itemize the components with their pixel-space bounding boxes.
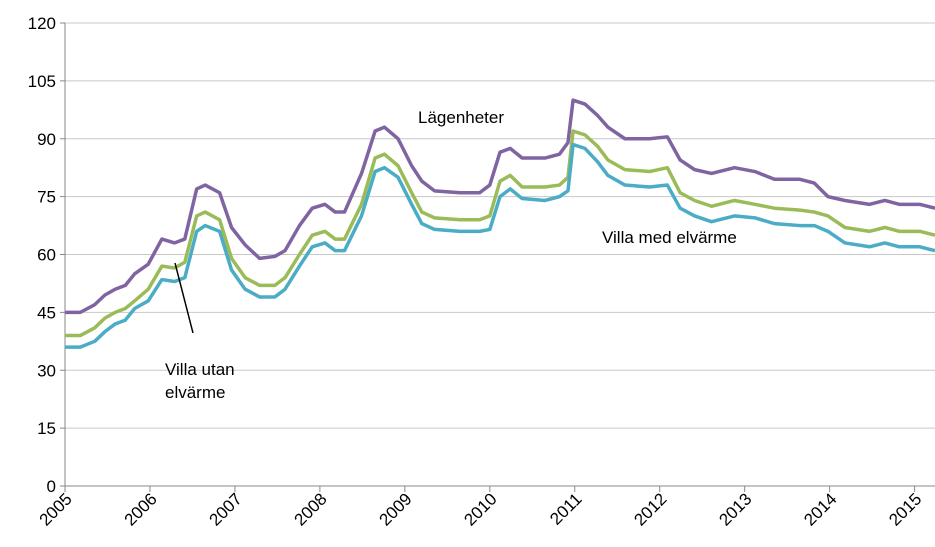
y-tick-label: 60 <box>37 246 56 265</box>
x-tick-label: 2015 <box>885 489 925 529</box>
x-tick-label: 2008 <box>291 489 331 529</box>
y-tick-label: 0 <box>47 477 56 496</box>
x-tick-label: 2011 <box>546 489 585 528</box>
x-tick-label: 2014 <box>800 489 840 529</box>
x-tick-label: 2013 <box>715 489 755 529</box>
annotation: Villa med elvärme <box>602 228 737 247</box>
x-tick-label: 2012 <box>630 489 670 529</box>
annotation-line: Villa med elvärme <box>602 228 737 247</box>
annotation-line: Villa utan <box>165 360 235 379</box>
x-tick-label: 2010 <box>460 489 500 529</box>
series-line <box>65 129 935 338</box>
x-tick-label: 2005 <box>36 489 76 529</box>
annotation-line: Lägenheter <box>418 108 504 127</box>
y-tick-label: 75 <box>37 188 56 207</box>
x-tick-label: 2009 <box>375 489 415 529</box>
annotation: Villa utan elvärme <box>165 360 235 402</box>
x-tick-label: 2006 <box>121 489 161 529</box>
annotation: Lägenheter <box>418 108 504 127</box>
series-line <box>65 142 935 349</box>
annotation-pointer <box>174 262 194 334</box>
series-line <box>65 98 935 315</box>
y-tick-label: 30 <box>37 361 56 380</box>
y-tick-label: 15 <box>37 419 56 438</box>
y-tick-label: 45 <box>37 303 56 322</box>
x-tick-label: 2007 <box>206 489 246 529</box>
annotation-line: elvärme <box>165 383 225 402</box>
y-tick-label: 120 <box>28 14 56 33</box>
y-tick-label: 90 <box>37 130 56 149</box>
y-tick-label: 105 <box>28 72 56 91</box>
